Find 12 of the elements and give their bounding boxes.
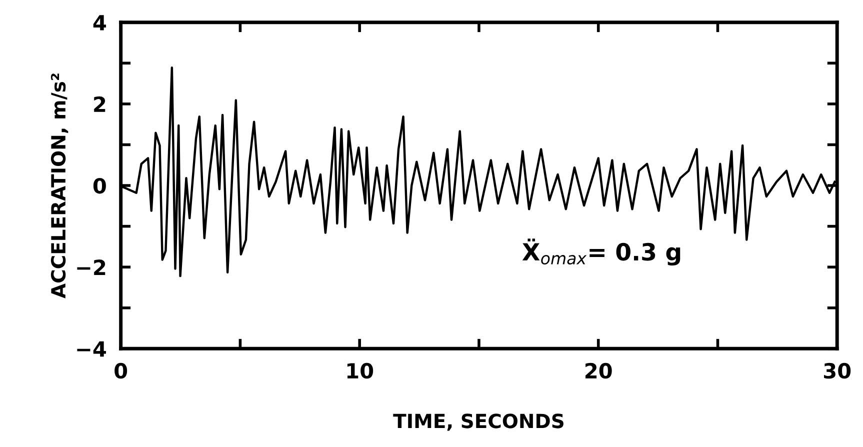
x-tick-label: 0 bbox=[114, 362, 128, 379]
x-axis-title: TIME, SECONDS bbox=[393, 414, 564, 431]
annotation: Ẍ$_{omax}$= 0.3 g bbox=[522, 238, 680, 266]
x-tick-label: 10 bbox=[347, 362, 374, 379]
x-tick-label: 30 bbox=[824, 362, 851, 379]
y-tick-label: −2 bbox=[77, 260, 106, 275]
y-tick-label: 0 bbox=[93, 178, 106, 194]
y-tick-label: −4 bbox=[77, 341, 106, 357]
y-tick-label: 4 bbox=[93, 15, 106, 30]
x-tick-label: 20 bbox=[586, 362, 612, 379]
y-axis-title: ACCELERATION, m/s² bbox=[50, 74, 68, 298]
y-tick-label: 2 bbox=[94, 96, 106, 112]
